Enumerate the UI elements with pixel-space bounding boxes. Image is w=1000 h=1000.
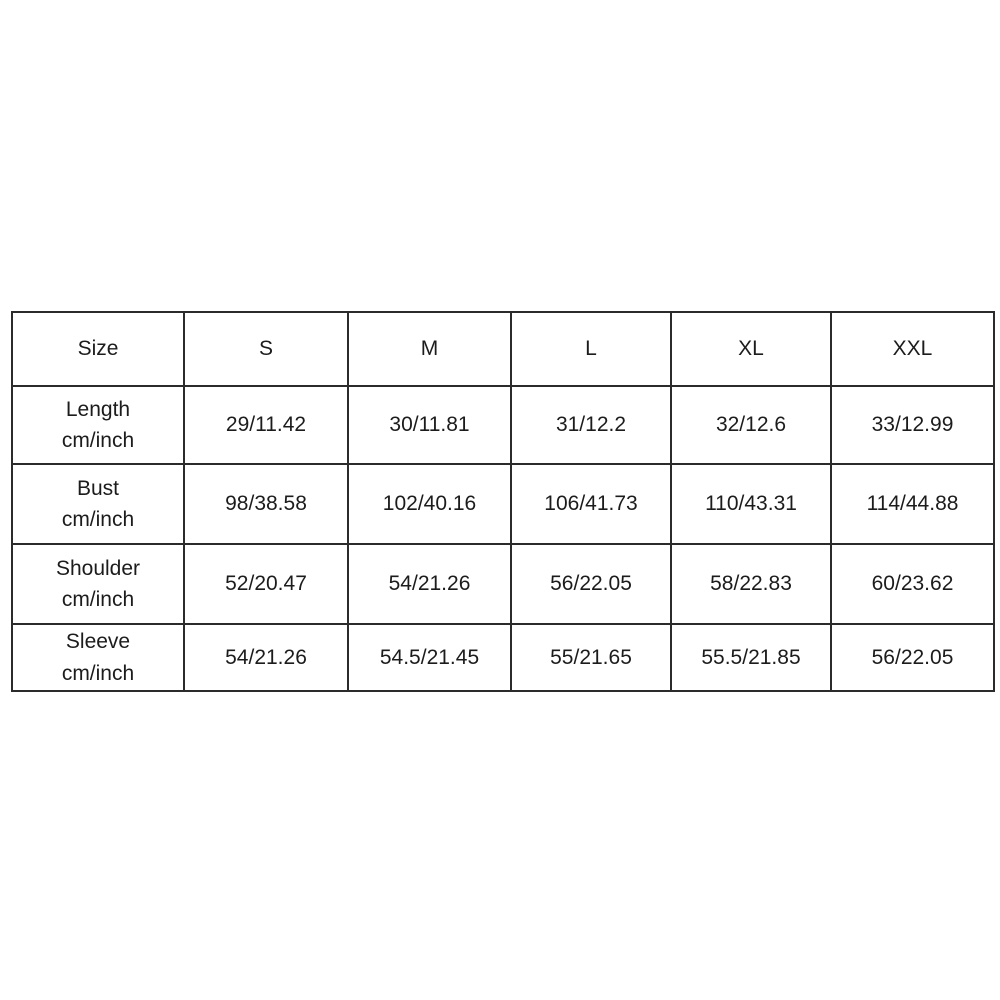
header-cell-size: Size [11,311,185,387]
measure-name: Sleeve [65,630,131,653]
measure-unit: cm/inch [61,588,135,611]
measure-name: Bust [76,476,120,500]
header-cell-xxl: XXL [830,311,995,387]
row-label-sleeve: Sleeve cm/inch [11,623,185,692]
header-cell-m: M [347,311,512,387]
header-row: Size S M L XL XXL [11,311,995,387]
table-row-sleeve: Sleeve cm/inch 54/21.26 54.5/21.45 55/21… [11,623,995,692]
header-cell-s: S [183,311,349,387]
cell-length-xxl: 33/12.99 [830,385,995,465]
header-cell-xl: XL [670,311,832,387]
cell-shoulder-xl: 58/22.83 [670,543,832,625]
measure-unit: cm/inch [61,661,135,685]
measure-name: Length [65,397,131,421]
cell-shoulder-xxl: 60/23.62 [830,543,995,625]
header-cell-l: L [510,311,672,387]
measure-name: Shoulder [55,556,141,580]
cell-bust-xl: 110/43.31 [670,463,832,545]
size-chart-table: Size S M L XL XXL Length cm/inch 29/11.4… [11,311,995,692]
row-label-bust: Bust cm/inch [11,463,185,545]
row-label-shoulder: Shoulder cm/inch [11,543,185,625]
row-label-length: Length cm/inch [11,385,185,465]
cell-length-l: 31/12.2 [510,385,672,465]
table-row-shoulder: Shoulder cm/inch 52/20.47 54/21.26 56/22… [11,543,995,625]
cell-sleeve-l: 55/21.65 [510,623,672,692]
cell-length-s: 29/11.42 [183,385,349,465]
cell-bust-s: 98/38.58 [183,463,349,545]
cell-bust-xxl: 114/44.88 [830,463,995,545]
cell-bust-m: 102/40.16 [347,463,512,545]
cell-length-m: 30/11.81 [347,385,512,465]
cell-sleeve-xxl: 56/22.05 [830,623,995,692]
cell-shoulder-l: 56/22.05 [510,543,672,625]
cell-sleeve-xl: 55.5/21.85 [670,623,832,692]
table-row-length: Length cm/inch 29/11.42 30/11.81 31/12.2… [11,385,995,465]
cell-shoulder-s: 52/20.47 [183,543,349,625]
measure-unit: cm/inch [61,508,135,531]
measure-unit: cm/inch [61,429,135,452]
cell-shoulder-m: 54/21.26 [347,543,512,625]
cell-length-xl: 32/12.6 [670,385,832,465]
cell-sleeve-m: 54.5/21.45 [347,623,512,692]
table-row-bust: Bust cm/inch 98/38.58 102/40.16 106/41.7… [11,463,995,545]
cell-sleeve-s: 54/21.26 [183,623,349,692]
cell-bust-l: 106/41.73 [510,463,672,545]
